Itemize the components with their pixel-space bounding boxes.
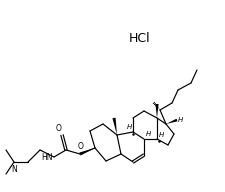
Text: O: O	[55, 124, 61, 133]
Text: H: H	[158, 132, 164, 138]
Text: H: H	[178, 117, 183, 123]
Text: N: N	[11, 165, 17, 174]
Text: HCl: HCl	[129, 31, 151, 45]
Polygon shape	[112, 118, 117, 135]
Text: H: H	[127, 124, 132, 130]
Polygon shape	[79, 148, 95, 156]
Text: HN: HN	[41, 152, 53, 161]
Text: O: O	[78, 142, 83, 151]
Polygon shape	[155, 104, 159, 118]
Text: H: H	[146, 131, 151, 137]
Polygon shape	[166, 119, 178, 124]
